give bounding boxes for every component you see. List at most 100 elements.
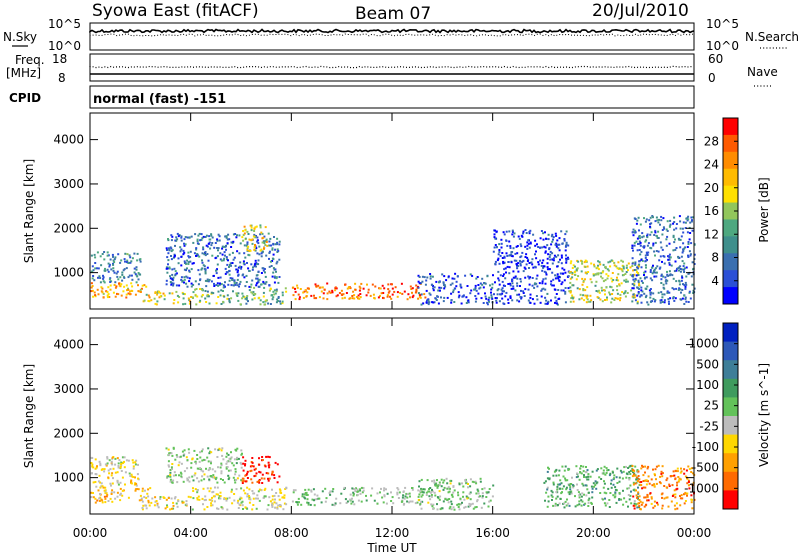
data-cell: [680, 494, 683, 497]
data-cell: [462, 491, 465, 494]
data-cell: [311, 498, 314, 501]
data-cell: [657, 250, 660, 253]
data-cell: [505, 230, 508, 233]
data-cell: [283, 502, 286, 505]
y-tick-label: 2000: [53, 426, 84, 440]
data-cell: [260, 252, 263, 255]
data-cell: [673, 474, 676, 477]
nave-tick-bottom: 0: [708, 71, 716, 85]
data-cell: [574, 505, 577, 508]
data-cell: [422, 302, 425, 305]
data-cell: [175, 284, 178, 287]
data-cell: [661, 475, 664, 478]
data-cell: [108, 278, 111, 281]
data-cell: [644, 465, 647, 468]
data-cell: [245, 244, 248, 247]
data-cell: [130, 479, 133, 482]
data-cell: [253, 227, 256, 230]
data-cell: [556, 504, 559, 506]
data-cell: [406, 298, 409, 301]
data-cell: [501, 252, 504, 254]
data-cell: [617, 279, 620, 282]
data-cell: [231, 502, 234, 505]
data-cell: [98, 500, 101, 502]
data-cell: [175, 290, 178, 293]
data-cell: [266, 508, 269, 511]
data-cell: [637, 281, 640, 284]
data-cell: [582, 294, 585, 297]
data-cell: [463, 506, 466, 509]
data-cell: [238, 252, 241, 255]
data-cell: [217, 296, 220, 298]
data-cell: [134, 476, 136, 479]
data-cell: [640, 294, 643, 297]
data-cell: [191, 457, 194, 460]
data-cell: [555, 468, 558, 471]
data-cell: [564, 301, 567, 304]
data-cell: [683, 468, 686, 471]
data-cell: [206, 487, 209, 490]
data-cell: [631, 300, 634, 303]
data-cell: [244, 237, 247, 240]
data-cell: [635, 240, 638, 243]
data-cell: [271, 505, 274, 508]
data-cell: [632, 481, 635, 484]
data-cell: [451, 277, 454, 280]
data-cell: [549, 253, 552, 256]
data-cell: [216, 507, 218, 510]
data-cell: [227, 298, 230, 300]
data-cell: [122, 461, 125, 464]
data-cell: [565, 259, 568, 262]
data-cell: [430, 494, 433, 496]
data-cell: [594, 480, 597, 483]
data-cell: [537, 263, 540, 266]
data-cell: [189, 250, 192, 253]
data-cell: [199, 456, 202, 459]
data-cell: [657, 237, 660, 239]
data-cell: [684, 500, 687, 502]
data-cell: [261, 250, 264, 253]
data-cell: [246, 472, 249, 475]
data-cell: [109, 288, 112, 291]
nsearch-trace: [89, 33, 694, 37]
data-cell: [362, 489, 365, 492]
data-cell: [419, 490, 422, 493]
data-cell: [644, 479, 647, 482]
data-cell: [684, 296, 687, 299]
data-cell: [431, 505, 434, 508]
data-cell: [647, 251, 650, 254]
data-cell: [228, 476, 231, 479]
data-cell: [103, 470, 106, 473]
data-cell: [94, 467, 97, 470]
data-cell: [419, 294, 422, 297]
data-cell: [231, 462, 234, 465]
data-cell: [581, 492, 584, 495]
data-cell: [208, 278, 211, 281]
data-cell: [253, 468, 256, 471]
data-cell: [520, 245, 523, 248]
data-cell: [124, 252, 127, 255]
data-cell: [447, 491, 450, 494]
data-cell: [481, 495, 484, 498]
data-cell: [176, 294, 179, 297]
data-cell: [349, 493, 352, 496]
data-cell: [669, 256, 672, 259]
colorbar-segment: [723, 185, 738, 204]
data-cell: [320, 501, 323, 504]
data-cell: [623, 497, 626, 500]
data-cell: [561, 465, 564, 468]
data-cell: [218, 283, 221, 286]
data-cell: [491, 495, 494, 498]
data-cell: [216, 486, 219, 489]
data-cell: [431, 283, 433, 286]
data-cell: [645, 504, 647, 507]
nave-tick-top: 60: [708, 52, 723, 66]
data-cell: [543, 270, 546, 273]
data-cell: [452, 289, 455, 292]
data-cell: [636, 496, 639, 499]
data-cell: [360, 282, 363, 285]
data-cell: [256, 494, 259, 497]
data-cell: [258, 470, 261, 473]
data-cell: [162, 292, 165, 295]
data-cell: [691, 283, 694, 286]
